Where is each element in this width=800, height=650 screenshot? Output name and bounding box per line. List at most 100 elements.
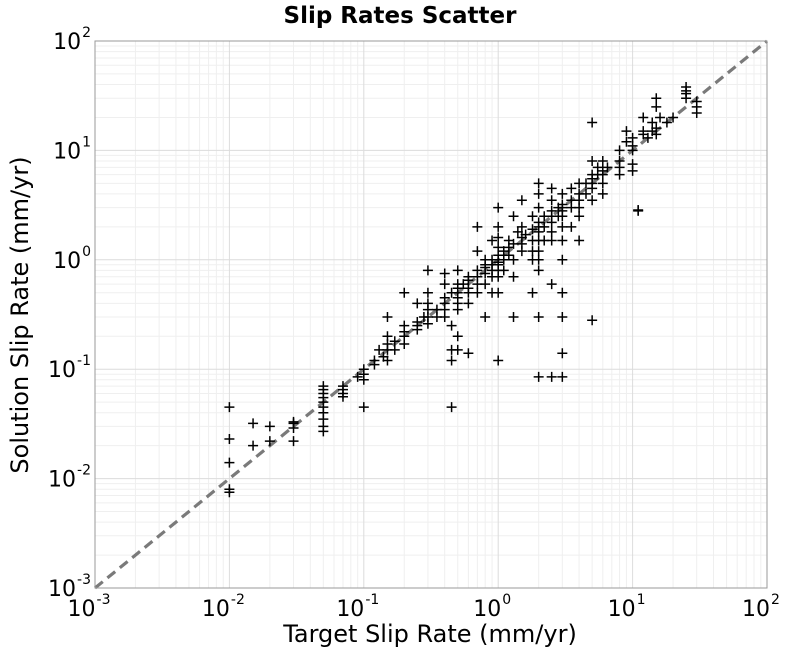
data-point — [493, 202, 504, 213]
data-point — [546, 371, 557, 382]
data-point — [592, 162, 603, 173]
data-point — [647, 117, 658, 128]
data-point — [557, 235, 568, 246]
data-point — [627, 165, 638, 176]
data-point — [533, 178, 544, 189]
data-point — [446, 402, 457, 413]
data-point — [638, 112, 649, 123]
x-tick-label: 10-3 — [68, 592, 111, 622]
data-point — [446, 320, 457, 331]
data-point — [288, 418, 299, 429]
data-point — [439, 268, 450, 279]
data-point — [452, 265, 463, 276]
data-point — [374, 344, 385, 355]
data-point — [557, 188, 568, 199]
data-point — [224, 457, 235, 468]
data-point — [566, 183, 577, 194]
data-point — [533, 202, 544, 213]
data-point — [533, 246, 544, 257]
data-point — [337, 391, 348, 402]
y-axis-label: Solution Slip Rate (mm/yr) — [6, 156, 34, 473]
data-point — [412, 324, 423, 335]
data-point — [487, 235, 498, 246]
data-point — [602, 162, 613, 173]
data-point — [614, 169, 625, 180]
data-point — [587, 195, 598, 206]
data-point — [264, 421, 275, 432]
data-point — [399, 287, 410, 298]
data-point — [533, 371, 544, 382]
data-point — [463, 348, 474, 359]
data-point — [527, 211, 538, 222]
data-point — [493, 232, 504, 243]
data-point — [463, 298, 474, 309]
data-point — [533, 265, 544, 276]
data-point — [224, 487, 235, 498]
data-point — [614, 145, 625, 156]
data-point — [546, 279, 557, 290]
y-tick-label: 10-2 — [48, 463, 91, 493]
data-point — [557, 211, 568, 222]
data-point — [580, 188, 591, 199]
data-point — [493, 242, 504, 253]
y-tick-label: 101 — [53, 134, 91, 164]
data-point — [527, 224, 538, 235]
data-point — [480, 279, 491, 290]
data-point — [439, 279, 450, 290]
data-point — [382, 355, 393, 366]
data-point — [352, 371, 363, 382]
data-point — [681, 81, 692, 92]
data-point — [574, 235, 585, 246]
data-point — [382, 331, 393, 342]
chart-grid — [94, 40, 768, 589]
data-point — [587, 315, 598, 326]
data-point — [369, 359, 380, 370]
data-point — [651, 93, 662, 104]
data-point — [508, 254, 519, 265]
data-point — [463, 287, 474, 298]
data-point — [508, 312, 519, 323]
data-point — [621, 126, 632, 137]
data-point — [597, 169, 608, 180]
y-tick-label: 10-1 — [48, 353, 91, 383]
x-tick-label: 100 — [473, 592, 511, 622]
y-tick-labels: 10-3 10-2 10-1 100 101 102 — [48, 25, 91, 602]
data-point — [587, 117, 598, 128]
data-point — [651, 123, 662, 134]
data-point — [597, 178, 608, 189]
data-point — [493, 221, 504, 232]
data-point — [516, 195, 527, 206]
data-point — [389, 336, 400, 347]
data-point — [533, 312, 544, 323]
data-point — [597, 156, 608, 167]
data-point — [642, 132, 653, 143]
data-point — [422, 287, 433, 298]
data-point — [597, 188, 608, 199]
data-point — [452, 331, 463, 342]
data-point — [627, 132, 638, 143]
data-point — [587, 156, 598, 167]
data-point — [318, 426, 329, 437]
y-tick-label: 102 — [53, 25, 91, 55]
data-point — [533, 226, 544, 237]
data-point — [546, 235, 557, 246]
data-point — [318, 384, 329, 395]
data-point — [399, 320, 410, 331]
plot-frame — [94, 40, 768, 589]
x-tick-label: 10-2 — [202, 592, 245, 622]
data-point — [557, 287, 568, 298]
data-point — [621, 136, 632, 147]
data-point — [691, 107, 702, 118]
data-point — [498, 246, 509, 257]
data-point — [452, 344, 463, 355]
data-point — [439, 312, 450, 323]
data-point — [516, 221, 527, 232]
data-point — [574, 211, 585, 222]
data-point — [412, 298, 423, 309]
data-point — [512, 226, 523, 237]
data-point — [264, 436, 275, 447]
data-point — [520, 229, 531, 240]
data-point — [557, 221, 568, 232]
data-point — [557, 312, 568, 323]
data-point — [574, 202, 585, 213]
